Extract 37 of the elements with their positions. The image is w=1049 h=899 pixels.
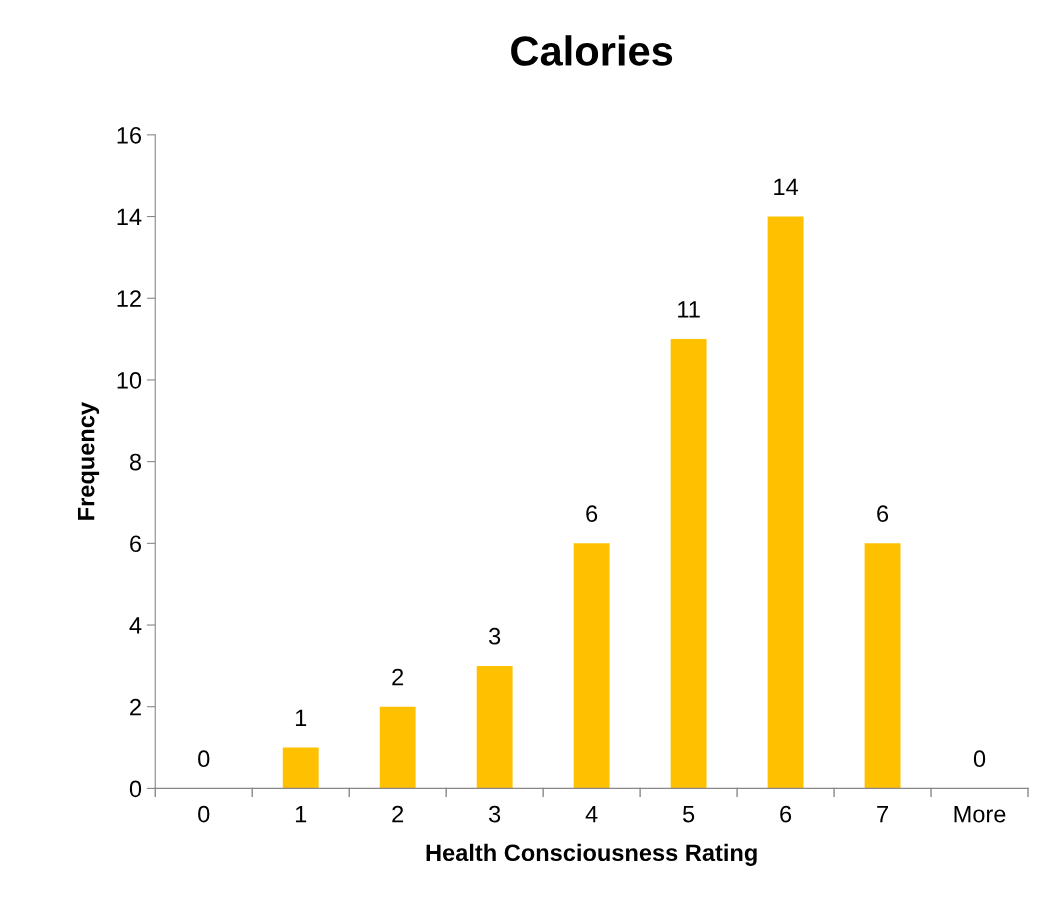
- data-label: 1: [295, 709, 307, 727]
- data-label: 3: [489, 627, 501, 645]
- x-axis-title: Health Consciousness Rating: [426, 843, 757, 866]
- bar: [379, 706, 416, 789]
- y-tick-label: 10: [117, 372, 142, 389]
- x-tick-label: 7: [877, 805, 888, 823]
- data-label: 6: [586, 505, 598, 522]
- x-tick-label: 2: [392, 805, 404, 823]
- data-label: 6: [877, 505, 889, 522]
- y-tick-label: 16: [117, 126, 142, 144]
- y-tick-label: 14: [117, 208, 142, 226]
- bar: [573, 543, 610, 789]
- data-label: 2: [392, 668, 404, 686]
- y-axis-title: Frequency: [77, 402, 100, 520]
- bar: [864, 543, 901, 789]
- y-tick-label: 8: [129, 453, 142, 471]
- data-label: 0: [973, 750, 986, 768]
- y-tick-label: 4: [129, 617, 142, 634]
- chart-title: Calories: [511, 35, 673, 66]
- x-tick-label: 6: [780, 805, 792, 823]
- x-tick-label: 0: [198, 805, 210, 823]
- y-tick-label: 6: [130, 535, 142, 553]
- bar: [282, 747, 319, 789]
- data-label: 11: [678, 301, 700, 318]
- x-tick-label: 3: [489, 805, 501, 823]
- bar: [767, 216, 804, 789]
- data-label: 0: [198, 750, 210, 768]
- data-label: 14: [774, 178, 799, 195]
- y-tick-label: 2: [130, 698, 141, 716]
- x-tick-label: 5: [682, 805, 695, 823]
- x-tick-label: 1: [295, 805, 307, 823]
- y-tick-label: 0: [129, 780, 142, 798]
- bar: [476, 665, 513, 789]
- x-tick-label: More: [954, 805, 1006, 823]
- y-tick-label: 12: [117, 290, 141, 307]
- x-tick-label: 4: [585, 805, 598, 823]
- bar: [670, 339, 707, 789]
